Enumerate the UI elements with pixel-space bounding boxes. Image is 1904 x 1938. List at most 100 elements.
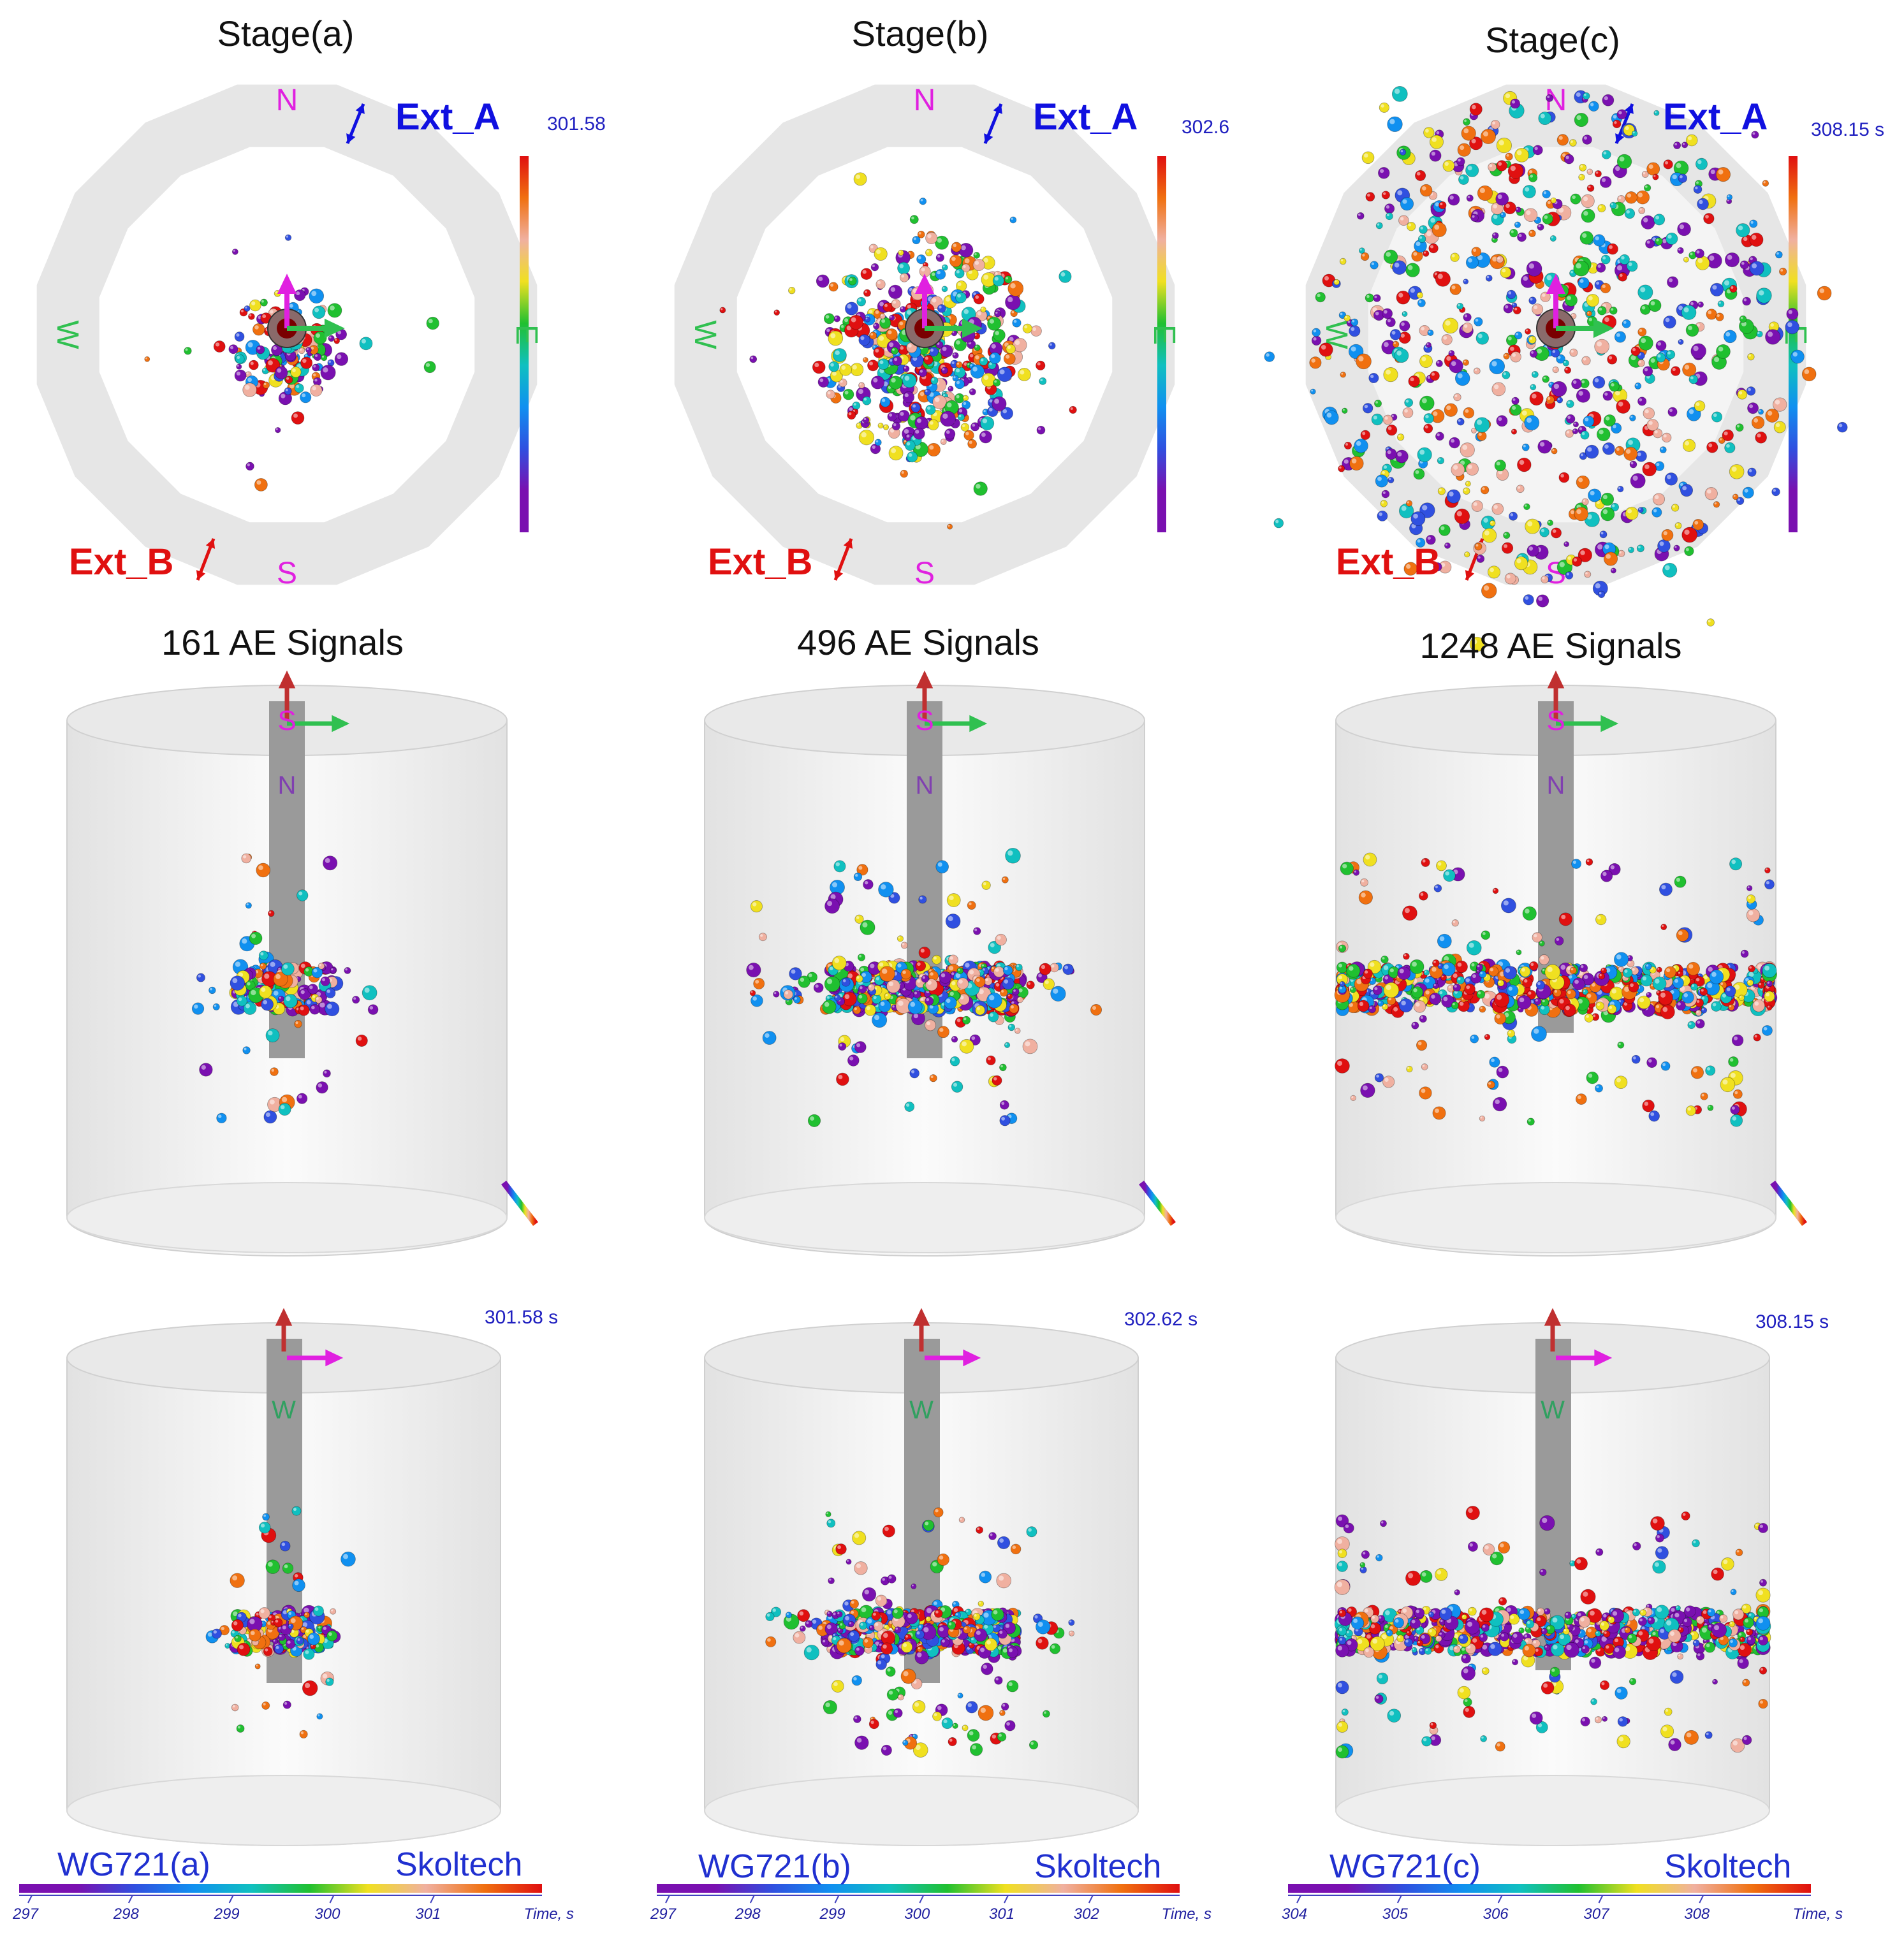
ae-event-iso [1335, 1643, 1349, 1657]
ae-event-top [1542, 375, 1550, 383]
ae-event-top [992, 396, 1007, 411]
ae-event-top [260, 298, 268, 307]
ae-event-side [1686, 961, 1701, 976]
ae-event-top [1408, 375, 1420, 388]
ae-event-iso [1525, 1619, 1535, 1629]
watermark-right-b: Skoltech [1034, 1848, 1162, 1885]
ae-event-side [858, 984, 867, 994]
ae-event-side [999, 1115, 1011, 1126]
side-view-c: SN [1334, 670, 1807, 1257]
ae-event-top [1655, 237, 1663, 245]
ae-event-side [237, 995, 247, 1007]
ae-event-top [887, 411, 897, 422]
ae-event-top [993, 379, 1001, 387]
ae-event-iso [296, 1636, 304, 1645]
ae-event-side [323, 856, 338, 871]
ae-event-top [1742, 296, 1751, 306]
ae-event-iso [1536, 1607, 1545, 1616]
ae-event-top [1663, 159, 1673, 170]
ae-event-side [1579, 963, 1588, 973]
ae-event-iso [1741, 1735, 1752, 1745]
stage-title-a: Stage(a) [217, 13, 355, 54]
ae-event-side [1005, 847, 1021, 864]
ae-event-top [1465, 481, 1471, 487]
ae-event-top [1541, 575, 1549, 584]
ae-event-iso [1759, 1666, 1768, 1675]
ae-event-top [1454, 508, 1470, 525]
ae-event-side [1709, 969, 1724, 984]
iso-view-c: W [1334, 1308, 1771, 1846]
ae-event-top [891, 299, 901, 309]
ae-event-side [1642, 1099, 1655, 1112]
ae-event-top [913, 427, 925, 440]
ae-event-side [783, 989, 793, 1000]
ae-event-side [1363, 968, 1373, 979]
ae-event-top [1456, 302, 1464, 310]
ae-event-top [1549, 235, 1556, 242]
ae-event-side [1648, 1110, 1660, 1122]
ae-event-top [880, 397, 891, 407]
ae-event-side [1489, 1056, 1500, 1068]
ae-event-top [1491, 382, 1506, 397]
ae-event-side [907, 999, 923, 1014]
ae-event-top [1697, 198, 1709, 210]
ae-event-top [1444, 403, 1458, 417]
ae-event-top [1349, 456, 1364, 471]
ae-event-top [1399, 320, 1410, 332]
ae-event-top [1572, 556, 1583, 567]
ae-event-side [1432, 959, 1440, 967]
ae-event-top [914, 416, 928, 430]
ae-event-side [1674, 875, 1687, 888]
east-axis-arrow [1556, 318, 1614, 339]
ae-event-top [426, 316, 439, 330]
ae-event-top [1444, 542, 1451, 549]
ae-event-side [265, 1028, 280, 1043]
ae-event-top [1581, 208, 1595, 223]
ae-event-iso [1616, 1734, 1630, 1749]
ae-event-top [1655, 340, 1667, 351]
ae-event-top [1399, 149, 1407, 156]
ae-event-side [986, 1055, 996, 1066]
ae-event-iso [299, 1730, 308, 1738]
ae-event-iso [1036, 1636, 1049, 1650]
ae-event-iso [1010, 1543, 1022, 1555]
east-axis-arrow [287, 318, 345, 339]
ae-event-top [1646, 162, 1660, 176]
ae-event-side [1007, 1023, 1016, 1031]
ae-event-top [1360, 430, 1370, 441]
ae-event-side [1015, 963, 1023, 972]
ae-event-top [870, 263, 879, 272]
ae-event-side [854, 914, 864, 924]
ae-event-top [1477, 431, 1487, 441]
ae-event-top [1503, 353, 1510, 360]
ae-event-side [1357, 1000, 1370, 1012]
time-axis-b: 297 298 299 300 301 302 Time, s [650, 1884, 1212, 1923]
ae-event-top [873, 347, 885, 358]
ae-event-iso [996, 1573, 1012, 1589]
ae-event-top [899, 306, 907, 313]
top-time-c: 308.15 s [1811, 119, 1885, 140]
ae-event-iso [1522, 1643, 1536, 1657]
ae-event-top [935, 253, 944, 262]
ae-event-side [746, 962, 761, 978]
ae-event-iso [854, 1645, 865, 1656]
ae-event-iso [854, 1735, 869, 1750]
ae-event-iso [1337, 1548, 1347, 1559]
ae-event-iso [997, 1629, 1007, 1639]
ae-event-iso [1351, 1616, 1365, 1630]
ae-event-side [918, 947, 931, 959]
ae-event-iso [978, 1600, 985, 1607]
ae-event-side [241, 853, 252, 864]
ae-event-side [1699, 987, 1708, 996]
ae-event-top [1706, 441, 1718, 453]
ae-event-side [878, 1000, 891, 1012]
ae-event-side [1673, 977, 1684, 989]
ae-event-top [993, 328, 1006, 342]
ext-a-arrow [983, 103, 1003, 144]
side-view-a: SN [66, 670, 538, 1257]
ae-event-iso [1481, 1623, 1490, 1632]
ae-event-iso [1675, 1605, 1681, 1611]
ae-event-top [1463, 313, 1472, 322]
ae-event-side [307, 984, 318, 994]
ae-event-top [845, 302, 859, 316]
